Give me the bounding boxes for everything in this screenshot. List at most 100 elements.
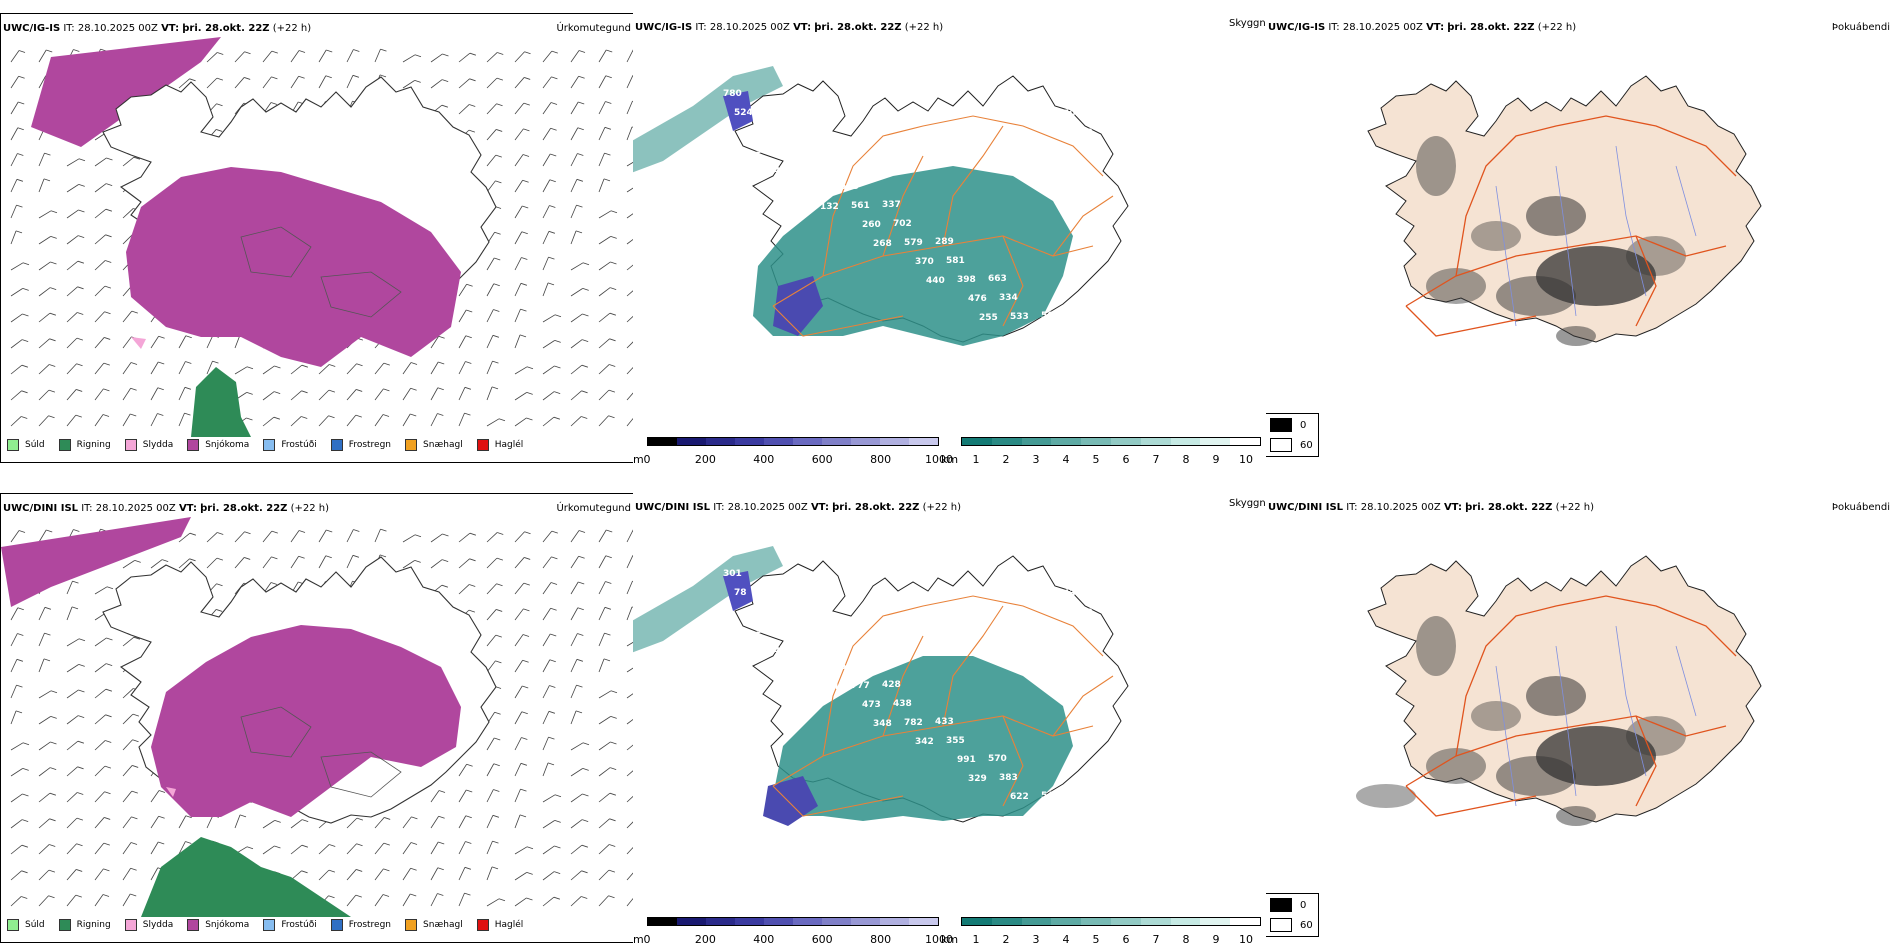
fog-indicator-blob — [1526, 676, 1586, 716]
legend-item: Snæhagl — [405, 439, 463, 451]
visibility-label: 433 — [1063, 589, 1082, 599]
visibility-label: 357 — [776, 126, 795, 136]
colorbar-tick: 400 — [753, 933, 775, 943]
visibility-label: 524 — [734, 108, 753, 118]
colorbar-tick: 4 — [1062, 933, 1070, 943]
visibility-label: 702 — [893, 219, 912, 229]
lead-time: (+22 h) — [1537, 22, 1577, 33]
fog-swatch-black — [1270, 898, 1292, 912]
colorbar-segment — [962, 918, 992, 925]
colorbar-segment — [1021, 918, 1052, 925]
low-visibility-area — [753, 166, 1073, 346]
visibility-label: 561 — [851, 201, 870, 211]
colorbar-tick: 400 — [753, 453, 775, 463]
model-name: UWC/IG-IS — [1268, 22, 1326, 33]
fog-swatch-white — [1270, 438, 1292, 452]
colorbar-segment — [648, 438, 677, 445]
colorbar-tick: 2 — [1002, 453, 1010, 463]
vt-label: VT: — [178, 503, 197, 514]
visibility-label: 80 — [1021, 571, 1034, 581]
visibility-label: 567 — [1041, 311, 1060, 321]
colorbar-tick: 7 — [1152, 933, 1160, 943]
glacier-outline — [320, 271, 402, 318]
legend-label: Frostúði — [281, 920, 317, 930]
colorbar-tick: 6 — [1122, 933, 1130, 943]
it-value: 28.10.2025 00Z — [709, 22, 790, 33]
visibility-panel-top: UWC/IG-IS IT: 28.10.2025 00Z VT: þri. 28… — [633, 13, 1273, 463]
legend-swatch — [187, 919, 200, 931]
visibility-label: 255 — [979, 313, 998, 323]
visibility-label: 398 — [957, 275, 976, 285]
legend-swatch — [405, 919, 418, 931]
road-network — [772, 115, 1114, 337]
legend-label: Snæhagl — [423, 440, 463, 450]
visibility-label: 78 — [734, 588, 747, 598]
visibility-colorbar-km: km 1 2 3 4 5 6 7 8 9 10 — [941, 917, 1261, 943]
fog-legend-high: 60 — [1300, 919, 1313, 931]
panel-title: Þokuábendi — [1831, 502, 1890, 513]
model-name: UWC/IG-IS — [3, 23, 61, 34]
road-network — [1405, 115, 1737, 337]
colorbar-segment — [1021, 438, 1052, 445]
lead-time: (+22 h) — [290, 503, 330, 514]
colorbar-segment — [1051, 918, 1082, 925]
colorbar-tick: 800 — [870, 933, 892, 943]
colorbar-tick: 5 — [1092, 453, 1100, 463]
colorbar-segment — [735, 438, 764, 445]
colorbar-unit: km — [941, 933, 959, 943]
fog-legend: 0 60 — [1266, 413, 1319, 457]
visibility-label: 777 — [851, 681, 870, 691]
legend-swatch — [7, 919, 19, 931]
fog-indicator-blob — [1526, 196, 1586, 236]
colorbar-segment — [1140, 438, 1171, 445]
snow-band-nw — [1, 517, 191, 607]
vt-label: VT: — [161, 23, 180, 34]
legend-item: Frostregn — [330, 919, 391, 931]
panel-header: UWC/DINI ISL IT: 28.10.2025 00Z VT: þri.… — [1268, 502, 1594, 514]
colorbar-segment — [1170, 438, 1201, 445]
legend-label: Frostregn — [348, 440, 392, 450]
colorbar-segment — [1230, 918, 1260, 925]
colorbar-segment — [735, 918, 764, 925]
fog-indicator-blob — [1471, 701, 1521, 731]
model-name: UWC/DINI ISL — [1268, 502, 1344, 513]
colorbar-segment — [991, 438, 1022, 445]
panel-title: Skyggni — [1229, 498, 1269, 509]
colorbar-tick: 600 — [811, 933, 833, 943]
visibility-label: 548 — [798, 164, 817, 174]
fog-indicator-blob — [1416, 616, 1456, 676]
it-value: 28.10.2025 00Z — [727, 502, 808, 513]
rivers — [1495, 625, 1697, 807]
colorbar-segment — [1170, 918, 1201, 925]
visibility-label: 960 — [809, 663, 828, 673]
colorbar-segment — [1200, 918, 1231, 925]
colorbar-tick: 8 — [1182, 933, 1190, 943]
legend-label: Haglél — [494, 920, 524, 930]
colorbar-segment — [793, 438, 822, 445]
road-network — [772, 595, 1114, 817]
visibility-label: 541 — [809, 183, 828, 193]
legend-swatch — [7, 439, 19, 451]
visibility-label: 663 — [988, 274, 1007, 284]
legend-swatch — [330, 919, 343, 931]
visibility-label: 438 — [893, 699, 912, 709]
visibility-label: 450 — [745, 127, 764, 137]
colorbar-segment — [991, 918, 1022, 925]
visibility-label: 289 — [935, 237, 954, 247]
fog-panel-bottom: UWC/DINI ISL IT: 28.10.2025 00Z VT: þri.… — [1266, 493, 1900, 943]
visibility-label: 579 — [904, 238, 923, 248]
visibility-label: 342 — [915, 737, 934, 747]
very-low-visibility-patch — [723, 91, 753, 131]
visibility-label: 581 — [946, 256, 965, 266]
colorbar-tick: 3 — [1032, 453, 1040, 463]
colorbar-segment — [793, 918, 822, 925]
visibility-label: 428 — [882, 680, 901, 690]
legend-item: Súld — [7, 439, 45, 451]
legend-swatch — [187, 439, 200, 451]
snow-area — [126, 167, 461, 367]
colorbar-segment — [822, 918, 851, 925]
precip-map — [1, 517, 633, 917]
legend-swatch — [124, 439, 137, 451]
fog-indicator-blob — [1471, 221, 1521, 251]
fog-indicator-blob — [1626, 236, 1686, 276]
